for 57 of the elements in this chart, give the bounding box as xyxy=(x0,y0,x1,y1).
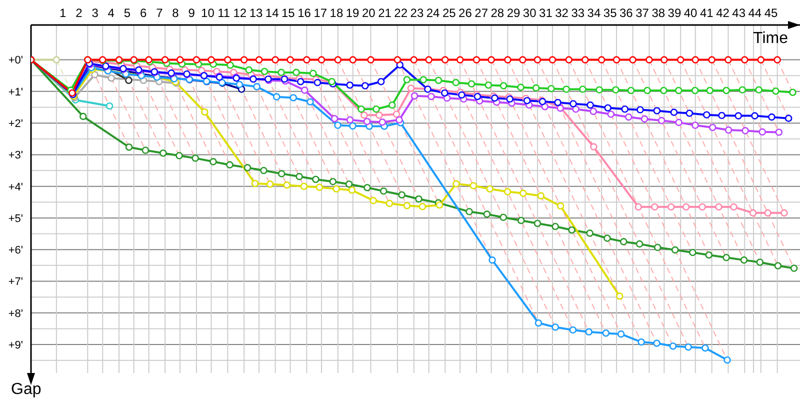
y-tick-label: +3' xyxy=(8,150,23,162)
x-tick-label: 11 xyxy=(218,6,230,20)
y-tick-label: +9' xyxy=(8,339,23,352)
y-tick-label: +7' xyxy=(8,276,23,288)
x-tick-label: 43 xyxy=(732,6,746,20)
x-tick-label: 29 xyxy=(506,6,521,20)
x-tick-label: 9 xyxy=(188,6,196,20)
x-tick-label: 3 xyxy=(92,6,99,20)
x-tick-label: 16 xyxy=(298,6,312,20)
x-tick-label: 12 xyxy=(233,6,247,20)
x-tick-label: 32 xyxy=(555,6,569,20)
x-tick-label: 18 xyxy=(330,6,344,20)
x-tick-label: 44 xyxy=(748,6,762,20)
x-tick-label: 19 xyxy=(346,6,360,20)
x-tick-label: 15 xyxy=(282,6,296,20)
y-axis-title: Gap xyxy=(11,381,42,398)
x-tick-label: 34 xyxy=(587,6,601,20)
y-tick-label: +8' xyxy=(8,308,23,320)
x-tick-label: 25 xyxy=(442,6,456,20)
x-tick-label: 24 xyxy=(426,6,440,20)
x-tick-label: 45 xyxy=(764,6,778,20)
x-tick-label: 22 xyxy=(394,6,408,20)
x-tick-label: 2 xyxy=(76,6,83,20)
x-tick-label: 20 xyxy=(362,6,376,20)
x-tick-label: 40 xyxy=(684,6,698,20)
x-tick-label: 26 xyxy=(458,6,472,20)
y-tick-label: +0' xyxy=(8,54,23,67)
x-tick-label: 38 xyxy=(652,6,666,20)
x-tick-label: 5 xyxy=(124,6,131,20)
y-tick-label: +6' xyxy=(8,244,23,257)
y-tick-label: +1' xyxy=(8,86,23,98)
x-tick-label: 1 xyxy=(60,6,67,20)
x-tick-label: 8 xyxy=(172,6,180,20)
x-tick-label: 27 xyxy=(474,6,488,20)
y-tick-label: +5' xyxy=(8,212,23,225)
x-tick-label: 41 xyxy=(700,6,714,20)
y-tick-label: +2' xyxy=(8,118,23,130)
x-tick-label: 28 xyxy=(490,6,504,20)
x-tick-label: 30 xyxy=(522,6,537,20)
x-tick-label: 6 xyxy=(140,6,147,20)
x-tick-label: 33 xyxy=(571,6,585,20)
x-tick-label: 21 xyxy=(378,6,392,20)
x-tick-label: 35 xyxy=(603,6,618,20)
x-axis-title: Time xyxy=(753,30,788,47)
x-tick-label: 10 xyxy=(201,6,215,20)
x-tick-label: 31 xyxy=(539,6,553,20)
x-tick-label: 13 xyxy=(249,6,263,20)
x-tick-label: 4 xyxy=(108,6,115,20)
x-tick-label: 36 xyxy=(620,6,634,20)
x-tick-label: 37 xyxy=(636,6,650,20)
x-tick-label: 23 xyxy=(410,6,424,20)
x-tick-label: 14 xyxy=(265,6,280,20)
y-tick-label: +4' xyxy=(8,181,23,194)
x-tick-label: 7 xyxy=(156,6,164,20)
x-tick-label: 17 xyxy=(314,6,328,20)
x-tick-label: 42 xyxy=(716,6,730,20)
x-tick-label: 39 xyxy=(668,6,682,20)
